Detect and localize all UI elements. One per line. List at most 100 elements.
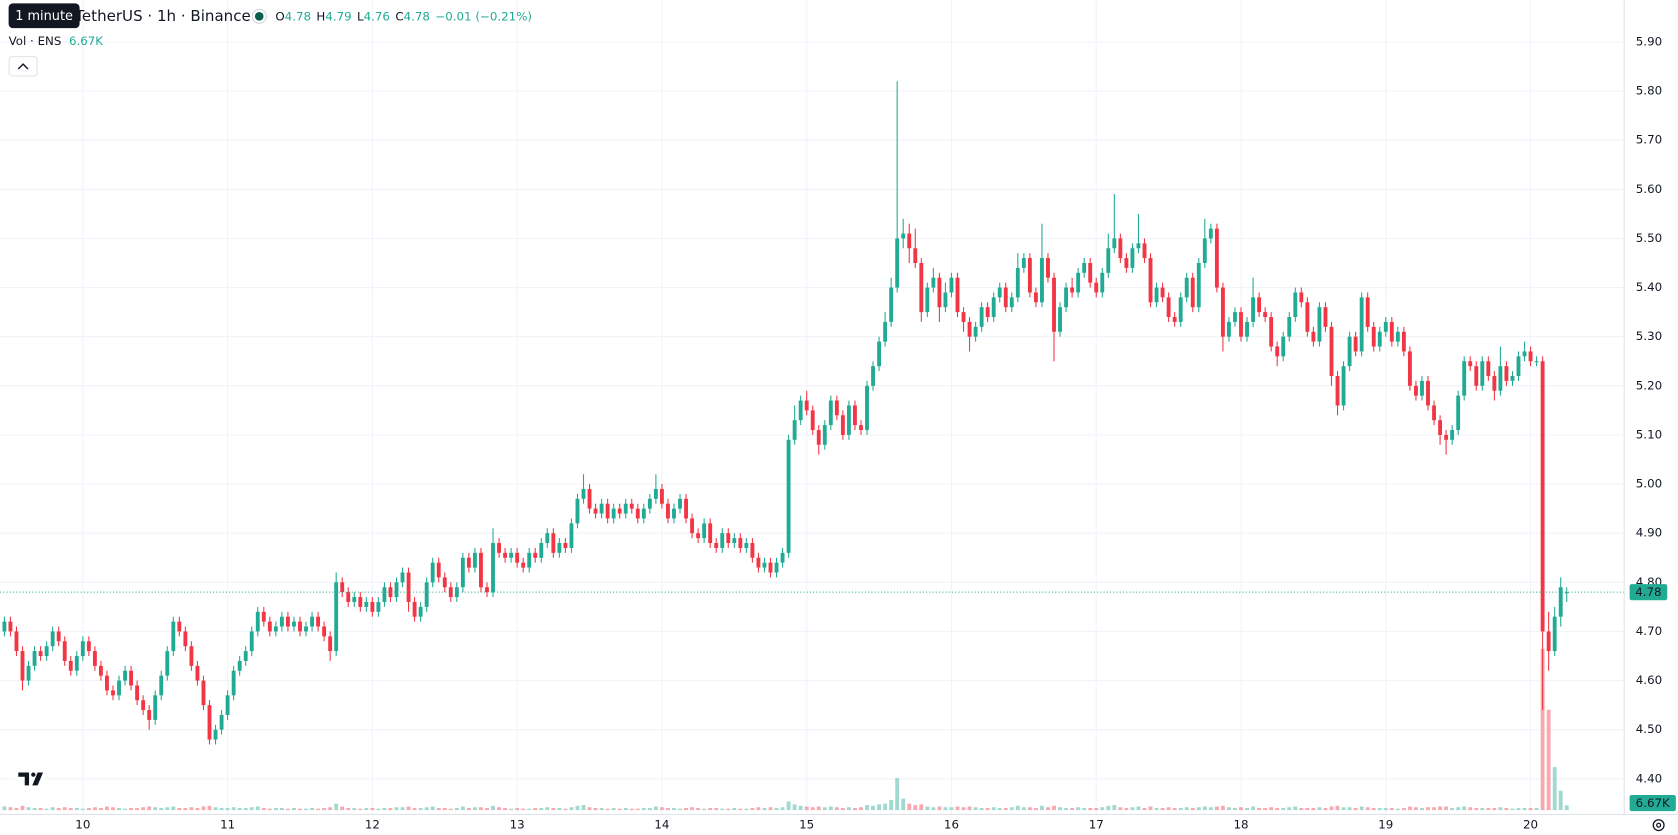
candle-body xyxy=(159,675,164,696)
candle-body xyxy=(316,616,321,627)
volume-bar xyxy=(846,807,851,811)
candle-body xyxy=(298,621,302,632)
candle-body xyxy=(527,552,532,568)
volume-bar xyxy=(201,806,206,811)
candle-body xyxy=(177,621,182,632)
candle-body xyxy=(454,587,459,598)
candle-body xyxy=(1528,351,1533,362)
candle-body xyxy=(1546,631,1551,652)
volume-bar xyxy=(225,807,230,811)
tooltip-text: 1 minute xyxy=(15,9,73,24)
candle-body xyxy=(364,601,369,607)
candle-body xyxy=(20,651,25,681)
candle-body xyxy=(267,621,272,632)
volume-bar xyxy=(593,807,598,811)
candle-body xyxy=(340,582,345,593)
volume-bar xyxy=(1341,807,1346,811)
candle-body xyxy=(448,587,453,598)
ohlc-key: C xyxy=(395,9,403,23)
candle-body xyxy=(207,705,212,740)
volume-bar xyxy=(1420,807,1424,811)
volume-legend: Vol · ENS 6.67K xyxy=(9,34,104,48)
candle-body xyxy=(1311,331,1316,342)
candle-body xyxy=(80,641,85,657)
volume-bar xyxy=(1347,807,1352,811)
volume-bar xyxy=(448,808,453,811)
candle-body xyxy=(840,415,845,435)
candle-body xyxy=(865,385,869,431)
volume-bar xyxy=(1432,807,1436,811)
candle-body xyxy=(382,587,387,602)
candle-body xyxy=(1353,336,1358,352)
candle-body xyxy=(955,277,960,313)
candle-body xyxy=(1124,258,1129,268)
candle-body xyxy=(38,651,43,657)
y-tick-label: 4.90 xyxy=(1636,526,1662,540)
volume-bar xyxy=(255,806,260,811)
collapse-button[interactable] xyxy=(8,56,38,77)
candle-body xyxy=(1335,375,1340,406)
candle-body xyxy=(358,597,363,607)
candle-body xyxy=(883,321,888,342)
volume-bar xyxy=(1510,808,1515,811)
candle-body xyxy=(647,498,652,509)
y-tick-label: 5.00 xyxy=(1636,477,1662,491)
y-tick-label: 4.60 xyxy=(1636,673,1662,687)
candle-body xyxy=(714,543,719,548)
volume-bar xyxy=(86,807,91,811)
status-ring xyxy=(251,8,267,24)
candle-body xyxy=(141,700,146,711)
settings-button[interactable] xyxy=(1652,819,1665,832)
volume-bar xyxy=(370,807,375,811)
candle-body xyxy=(1015,267,1020,298)
candle-body xyxy=(991,297,996,318)
y-tick-label: 4.40 xyxy=(1636,771,1662,785)
candle-body xyxy=(1456,395,1461,431)
volume-bar xyxy=(901,798,906,811)
volume-bar xyxy=(394,807,399,811)
volume-bar xyxy=(907,803,912,811)
price-pane xyxy=(2,81,1569,745)
volume-bar xyxy=(1257,807,1262,811)
ohlc-key: L xyxy=(357,9,364,23)
volume-bar xyxy=(1136,806,1141,811)
candle-body xyxy=(1275,346,1280,357)
candle-body xyxy=(1498,366,1503,391)
candle-body xyxy=(1432,405,1436,421)
candle-body xyxy=(919,262,924,313)
volume-bar xyxy=(1190,807,1195,811)
volume-bar xyxy=(684,807,688,811)
candle-body xyxy=(1021,258,1026,268)
candle-body xyxy=(846,405,851,435)
volume-bar xyxy=(1184,807,1189,811)
candle-body xyxy=(479,552,483,588)
volume-bar xyxy=(1389,807,1394,811)
candle-body xyxy=(1269,317,1274,347)
candle-body xyxy=(702,523,707,539)
x-tick-label: 17 xyxy=(1089,818,1104,832)
candle-body xyxy=(1130,248,1135,268)
volume-bar xyxy=(690,807,695,811)
volume-bar xyxy=(249,807,254,811)
x-tick-label: 20 xyxy=(1523,818,1538,832)
volume-bar xyxy=(816,806,821,811)
tooltip-box xyxy=(8,3,80,29)
volume-bar xyxy=(243,807,248,811)
volume-bar xyxy=(1528,807,1533,811)
candle-body xyxy=(1359,297,1364,352)
candle-body xyxy=(629,503,634,509)
volume-bar xyxy=(1064,807,1069,811)
volume-bar xyxy=(1233,807,1237,811)
volume-bar xyxy=(714,807,719,811)
ohlc-key: H xyxy=(316,9,325,23)
candle-body xyxy=(1462,361,1467,396)
volume-bar xyxy=(768,807,773,811)
candle-body xyxy=(135,685,140,701)
volume-bar xyxy=(1462,806,1467,811)
volume-bar xyxy=(720,808,725,811)
candle-body xyxy=(756,557,761,568)
volume-bar xyxy=(804,806,809,811)
candle-body xyxy=(1142,243,1147,259)
volume-bar xyxy=(279,807,284,811)
candle-body xyxy=(979,307,984,327)
